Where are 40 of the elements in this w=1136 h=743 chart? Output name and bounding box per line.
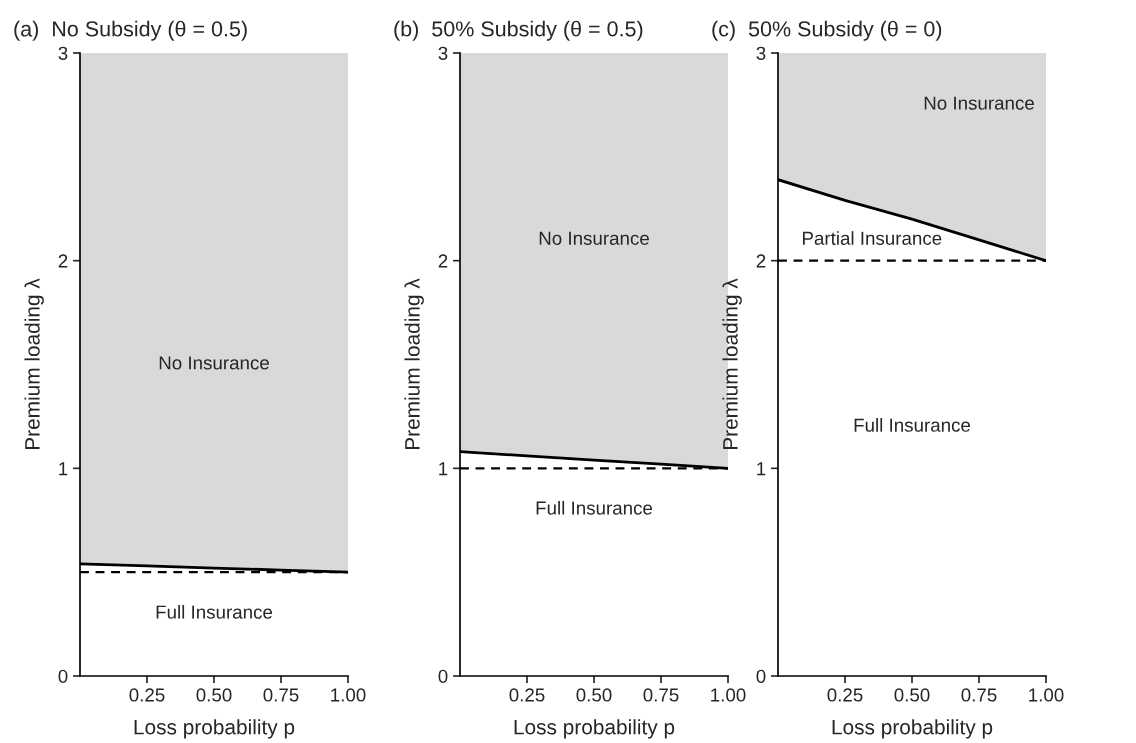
x-tick-label: 0.75	[961, 688, 997, 702]
annotation: Full Insurance	[536, 500, 653, 515]
x-tick-label: 0.50	[894, 688, 930, 702]
x-tick-label: 0.75	[263, 688, 299, 702]
x-tick-label: 0.50	[196, 688, 232, 702]
x-tick-label: 1.00	[1029, 688, 1064, 702]
y-axis-title: Premium loading λ	[404, 278, 424, 450]
y-tick-label: 3	[58, 46, 68, 60]
annotation: No Insurance	[539, 231, 649, 245]
y-tick-label: 0	[438, 669, 448, 683]
x-axis-title: Loss probability p	[134, 719, 295, 739]
annotation: No Insurance	[924, 96, 1034, 110]
y-tick-label: 1	[757, 462, 766, 476]
x-tick-label: 0.25	[827, 688, 863, 702]
x-axis-title: Loss probability p	[832, 719, 993, 739]
annotation: Full Insurance	[156, 604, 273, 619]
annotation: Full Insurance	[854, 418, 971, 432]
y-tick-label: 3	[438, 46, 448, 60]
y-tick-label: 1	[439, 462, 448, 476]
x-tick-label: 0.25	[509, 688, 545, 702]
y-tick-label: 1	[59, 462, 68, 476]
x-tick-label: 1.00	[711, 688, 746, 702]
y-tick-label: 0	[756, 669, 766, 683]
y-tick-label: 2	[58, 254, 68, 268]
y-tick-label: 2	[756, 254, 766, 268]
annotation: No Insurance	[159, 356, 269, 370]
x-tick-label: 0.50	[576, 688, 612, 702]
annotation: Partial Insurance	[802, 231, 942, 245]
y-axis-title: Premium loading λ	[722, 278, 742, 450]
x-tick-label: 1.00	[331, 688, 366, 702]
chart-title: (b) 50% Subsidy (θ = 0.5)	[394, 20, 643, 41]
chart-title: (c) 50% Subsidy (θ = 0)	[712, 20, 942, 41]
x-axis-title: Loss probability p	[514, 719, 675, 739]
x-tick-label: 0.75	[643, 688, 679, 702]
x-tick-label: 0.25	[129, 688, 165, 702]
y-tick-label: 3	[756, 46, 766, 60]
y-tick-label: 2	[438, 254, 448, 268]
y-tick-label: 0	[58, 669, 68, 683]
chart-title: (a) No Subsidy (θ = 0.5)	[14, 20, 247, 41]
y-axis-title: Premium loading λ	[24, 278, 44, 450]
